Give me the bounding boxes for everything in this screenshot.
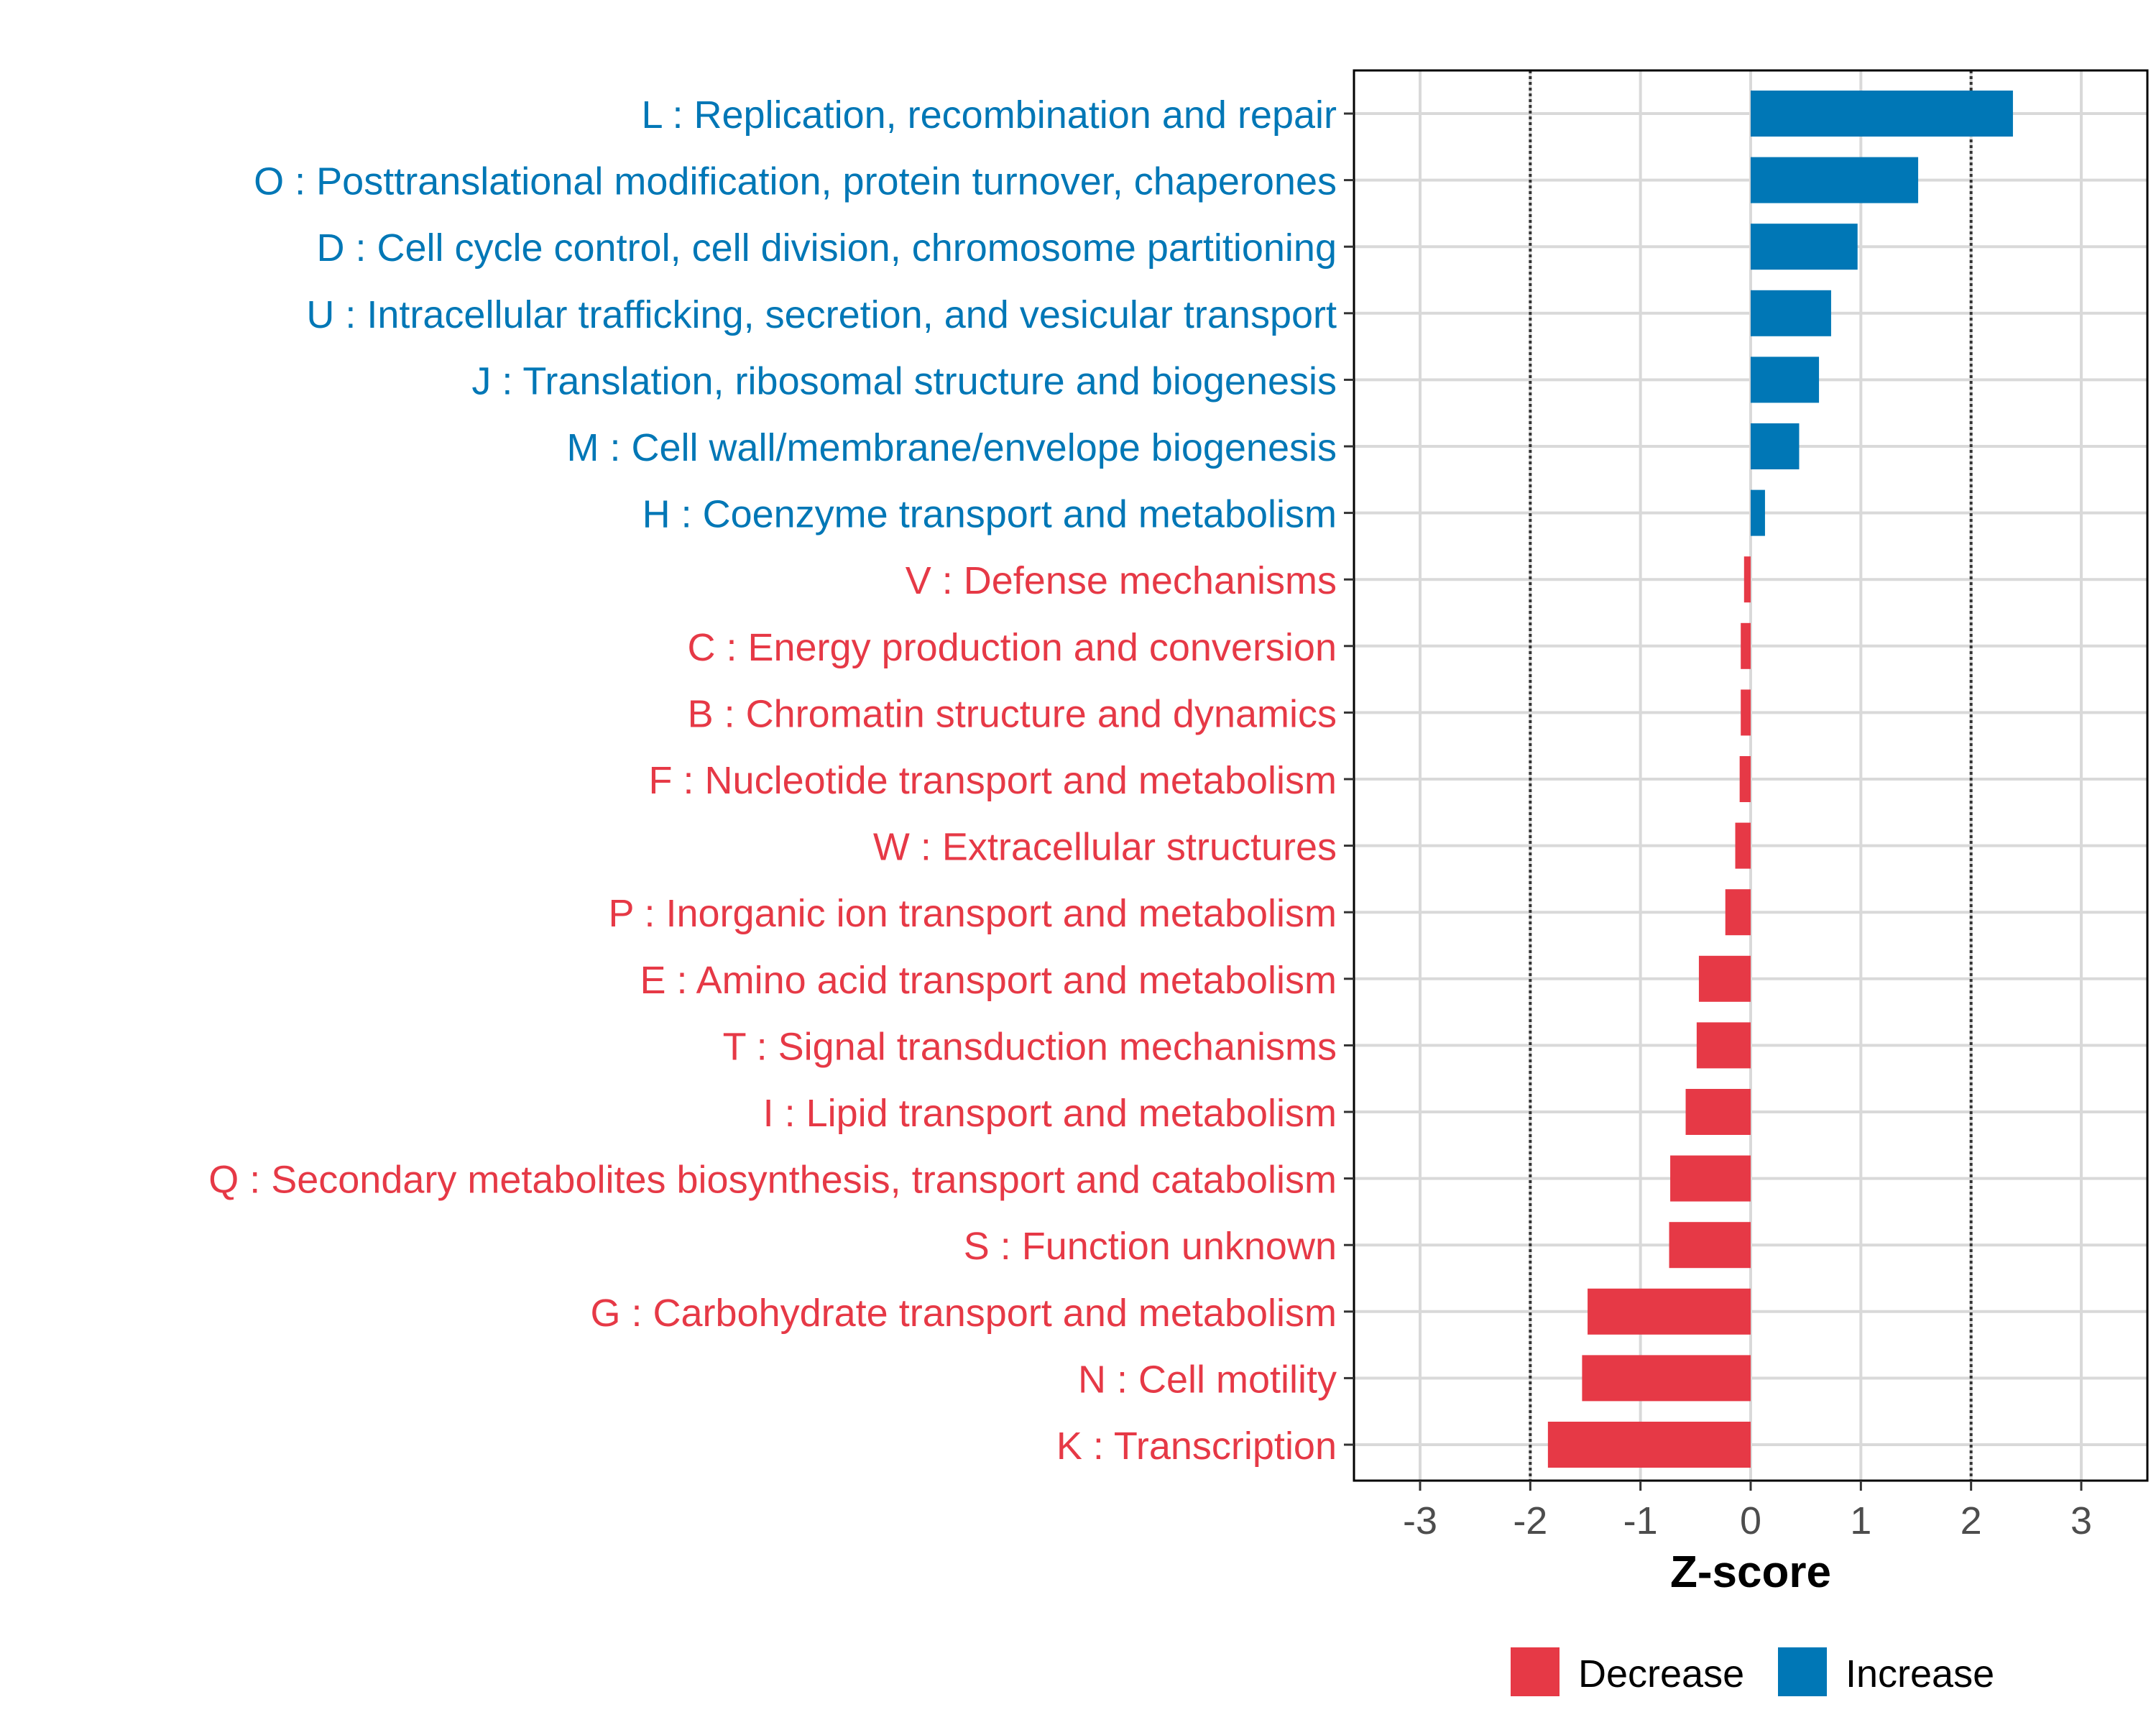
bar-decrease [1741, 622, 1751, 669]
legend-swatch-increase [1778, 1647, 1827, 1696]
bar-increase [1751, 489, 1765, 536]
bar-increase [1751, 157, 1919, 203]
bar-decrease [1735, 822, 1751, 869]
x-tick-label: 2 [1961, 1499, 1982, 1542]
bar-increase [1751, 423, 1800, 469]
x-tick-label: -3 [1403, 1499, 1437, 1542]
category-label: Q : Secondary metabolites biosynthesis, … [208, 1159, 1337, 1202]
y-axis-category-labels: L : Replication, recombination and repai… [208, 93, 1337, 1468]
bar-decrease [1670, 1155, 1751, 1202]
category-label: D : Cell cycle control, cell division, c… [316, 226, 1337, 270]
bar-decrease [1669, 1222, 1751, 1269]
bar-decrease [1739, 756, 1751, 802]
x-tick-label: 0 [1740, 1499, 1761, 1542]
category-label: M : Cell wall/membrane/envelope biogenes… [566, 426, 1337, 469]
category-label: T : Signal transduction mechanisms [723, 1025, 1337, 1068]
bar-increase [1751, 356, 1820, 403]
category-label: C : Energy production and conversion [687, 626, 1337, 669]
category-label: O : Posttranslational modification, prot… [254, 160, 1337, 203]
category-label: G : Carbohydrate transport and metabolis… [591, 1292, 1337, 1335]
bar-decrease [1743, 556, 1751, 603]
bars [1547, 91, 2013, 1468]
legend-label-decrease: Decrease [1578, 1652, 1744, 1696]
x-axis-ticks [1419, 1481, 2083, 1491]
category-label: F : Nucleotide transport and metabolism [649, 759, 1337, 802]
category-label: L : Replication, recombination and repai… [641, 93, 1337, 137]
category-label: I : Lipid transport and metabolism [763, 1092, 1337, 1135]
bar-increase [1751, 91, 2013, 137]
bar-decrease [1725, 889, 1751, 936]
category-label: K : Transcription [1056, 1425, 1337, 1468]
y-axis-ticks [1344, 112, 1354, 1446]
x-axis-title: Z-score [1670, 1547, 1831, 1597]
category-label: P : Inorganic ion transport and metaboli… [608, 892, 1337, 935]
category-label: U : Intracellular trafficking, secretion… [306, 293, 1337, 336]
bar-increase [1751, 224, 1858, 270]
bar-decrease [1741, 689, 1751, 736]
bar-decrease [1685, 1089, 1751, 1135]
bar-decrease [1582, 1355, 1751, 1402]
category-label: W : Extracellular structures [873, 826, 1337, 869]
legend-label-increase: Increase [1846, 1652, 1994, 1696]
bar-decrease [1698, 955, 1751, 1002]
bar-decrease [1696, 1022, 1751, 1069]
x-tick-label: 1 [1850, 1499, 1871, 1542]
reference-lines [1529, 70, 1973, 1481]
category-label: V : Defense mechanisms [906, 559, 1337, 602]
category-label: B : Chromatin structure and dynamics [688, 692, 1337, 735]
category-label: S : Function unknown [964, 1225, 1337, 1268]
legend: Decrease Increase [1511, 1647, 1994, 1696]
x-tick-label: 3 [2070, 1499, 2092, 1542]
category-label: E : Amino acid transport and metabolism [640, 959, 1337, 1002]
x-tick-label: -2 [1513, 1499, 1547, 1542]
legend-swatch-decrease [1511, 1647, 1560, 1696]
bar-increase [1751, 290, 1831, 336]
category-label: J : Translation, ribosomal structure and… [471, 359, 1337, 402]
x-axis-tick-labels: -3 -2 -1 0 1 2 3 [1403, 1499, 2092, 1542]
category-label: H : Coenzyme transport and metabolism [642, 493, 1337, 536]
bar-decrease [1588, 1288, 1751, 1335]
category-label: N : Cell motility [1078, 1358, 1337, 1401]
x-tick-label: -1 [1623, 1499, 1658, 1542]
bar-decrease [1547, 1422, 1751, 1468]
